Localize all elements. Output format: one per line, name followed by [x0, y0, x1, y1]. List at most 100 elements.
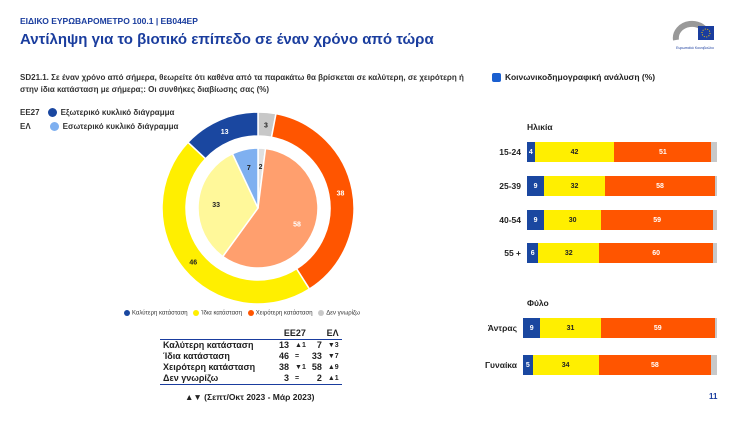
outer-label-worse: 38	[337, 190, 345, 197]
socio-title: Κοινωνικοδημογραφική ανάλυση (%)	[492, 72, 655, 83]
cell-eu_ch: =	[295, 375, 300, 382]
cell-eu: 3	[284, 373, 290, 383]
svg-text:Ευρωπαϊκό Κοινοβούλιο: Ευρωπαϊκό Κοινοβούλιο	[676, 46, 714, 50]
header-eu27: ΕΕ27	[283, 328, 306, 338]
bar-segment-dk	[715, 318, 717, 338]
cell-el_ch: ▼7	[327, 353, 339, 360]
chart-legend: Καλύτερη κατάσταση Ίδια κατάσταση Χειρότ…	[120, 310, 360, 317]
circle-icon	[47, 108, 57, 118]
bar-segment-dk	[711, 355, 717, 375]
legend-label: Εξωτερικό κυκλικό διάγραμμα	[60, 108, 175, 117]
stacked-bar: 5 34 58	[523, 355, 717, 375]
table-row: Χειρότερη κατάσταση 38 ▼1 58 ▲9	[160, 362, 342, 373]
bar-segment-same: 32	[544, 176, 605, 196]
legend-dk: Δεν γνωρίζω	[326, 310, 360, 317]
inner-label-same: 33	[212, 202, 220, 209]
bar-segment-better: 9	[527, 210, 545, 230]
legend-dot-same	[193, 310, 200, 316]
bar-segment-worse: 59	[601, 210, 714, 230]
row-label: Άντρας	[487, 323, 517, 333]
legend-inner: ΕΛ Εσωτερικό κυκλικό διάγραμμα	[20, 122, 179, 132]
cell-label: Χειρότερη κατάσταση	[163, 362, 256, 372]
stacked-bar: 9 31 59	[523, 318, 717, 338]
cell-eu_ch: ▲1	[295, 342, 306, 349]
cell-label: Ίδια κατάσταση	[163, 351, 230, 361]
bar-segment-better: 9	[523, 318, 541, 338]
outer-label-dk: 3	[264, 122, 268, 129]
legend-outer: ΕΕ27 Εξωτερικό κυκλικό διάγραμμα	[20, 108, 175, 118]
legend-dot-worse	[247, 310, 254, 316]
bar-segment-same: 42	[534, 142, 615, 162]
cell-el: 58	[311, 362, 322, 372]
bar-segment-worse: 60	[599, 243, 714, 263]
bar-segment-same: 34	[532, 355, 599, 375]
table-row: Καλύτερη κατάσταση 13 ▲1 7 ▼3	[160, 340, 342, 352]
cell-eu: 13	[279, 340, 290, 350]
page-number: 11	[709, 392, 718, 401]
bar-segment-same: 30	[544, 210, 602, 230]
row-label: 40-54	[499, 215, 521, 225]
inner-label-dk: 2	[259, 164, 263, 171]
cell-eu: 46	[279, 351, 290, 361]
inner-slice-better	[231, 147, 259, 209]
results-table: ΕΕ27 ΕΛ Καλύτερη κατάσταση 13 ▲1 7 ▼3 Ίδια κατ…	[160, 328, 342, 385]
bar-segment-better: 4	[527, 142, 535, 162]
table-row: Ίδια κατάσταση 46 = 33 ▼7	[160, 351, 342, 362]
flag-greece-icon	[492, 73, 501, 83]
donut-chart: 3 38 46 13 2 58 33 7	[161, 111, 355, 305]
bar-segment-better: 6	[527, 243, 539, 263]
cell-el: 33	[311, 351, 322, 361]
row-label: Γυναίκα	[484, 360, 517, 370]
row-label: 55 +	[504, 248, 521, 258]
legend-label: Εσωτερικό κυκλικό διάγραμμα	[62, 122, 179, 131]
inner-slice-same	[197, 152, 259, 258]
flag-greece-icon	[49, 122, 59, 132]
header-el: ΕΛ	[326, 328, 339, 338]
outer-label-better: 13	[221, 129, 229, 136]
outer-label-same: 46	[189, 260, 197, 267]
bar-segment-dk	[713, 243, 717, 263]
row-label: 15-24	[499, 147, 521, 157]
cell-eu: 38	[279, 362, 290, 372]
survey-kicker: ΕΙΔΙΚΟ ΕΥΡΩΒΑΡΟΜΕΤΡΟ 100.1 | EB044EP	[20, 16, 198, 26]
bar-segment-same: 32	[538, 243, 600, 263]
legend-dot-better	[124, 310, 130, 316]
footnote: ▲▼ (Σεπτ/Οκτ 2023 - Μάρ 2023)	[185, 392, 315, 402]
outer-slice-better	[186, 111, 259, 160]
cell-el: 7	[316, 340, 322, 350]
cell-eu_ch: =	[295, 353, 300, 360]
group-title: Φύλο	[527, 298, 549, 308]
bar-segment-dk	[713, 210, 717, 230]
inner-slice-worse	[221, 147, 319, 269]
cell-eu_ch: ▼1	[295, 364, 306, 371]
bar-segment-worse: 51	[614, 142, 712, 162]
stacked-bar: 9 30 59	[527, 210, 717, 230]
legend-code: ΕΕ27	[20, 108, 40, 117]
cell-label: Δεν γνωρίζω	[163, 373, 219, 383]
legend-dot-dk	[318, 310, 325, 316]
legend-worse: Χειρότερη κατάσταση	[255, 310, 313, 317]
stacked-bar: 9 32 58	[527, 176, 717, 196]
bar-segment-same: 31	[540, 318, 601, 338]
bar-segment-dk	[711, 142, 717, 162]
european-parliament-logo: Ευρωπαϊκό Κοινοβούλιο	[672, 20, 714, 50]
legend-same: Ίδια κατάσταση	[201, 310, 243, 317]
stacked-bar: 6 32 60	[527, 243, 717, 263]
stacked-bar: 4 42 51	[527, 142, 717, 162]
bar-segment-worse: 58	[598, 355, 712, 375]
bar-segment-worse: 58	[604, 176, 716, 196]
page-title: Αντίληψη για το βιοτικό επίπεδο σε έναν …	[20, 31, 434, 48]
bar-segment-better: 5	[523, 355, 533, 375]
cell-el_ch: ▲9	[327, 364, 339, 371]
cell-el: 2	[316, 373, 322, 383]
cell-el_ch: ▼3	[327, 342, 339, 349]
group-title: Ηλικία	[527, 122, 553, 132]
cell-el_ch: ▲1	[327, 375, 339, 382]
inner-label-worse: 58	[293, 221, 301, 228]
legend-code: ΕΛ	[20, 122, 31, 131]
bar-segment-dk	[715, 176, 717, 196]
question-text: SD21.1. Σε έναν χρόνο από σήμερα, θεωρεί…	[20, 73, 464, 94]
bar-segment-better: 9	[527, 176, 545, 196]
inner-label-better: 7	[247, 165, 251, 172]
table-row: Δεν γνωρίζω 3 = 2 ▲1	[160, 373, 342, 385]
